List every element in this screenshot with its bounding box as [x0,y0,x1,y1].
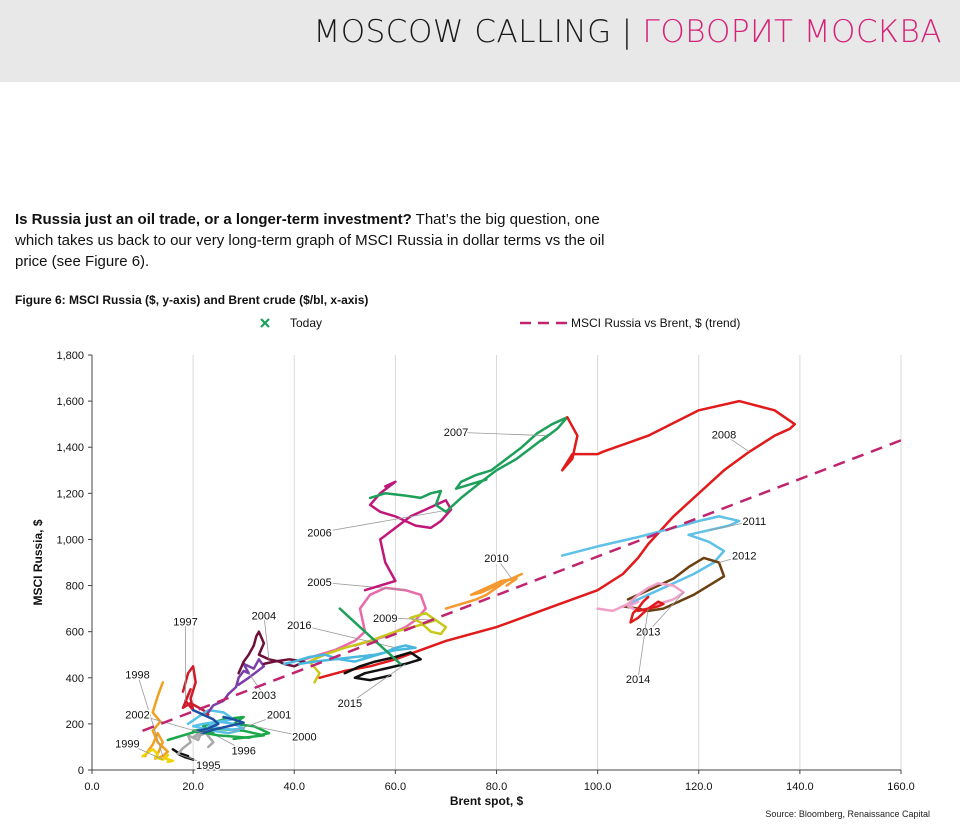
series-line-2015 [343,651,422,682]
y-tick-label: 1,000 [56,534,84,546]
series-leader-2002 [137,714,204,734]
series-label-2015: 2015 [338,698,362,710]
series-line-2006 [363,480,453,592]
series-leader-2004 [263,615,270,660]
series-label-1995: 1995 [196,760,220,772]
y-tick-label: 1,600 [56,396,84,408]
x-tick-label: 40.0 [284,781,305,793]
y-tick-label: 1,400 [56,442,84,454]
series-leader-2012 [718,555,745,563]
series-leader-2000 [253,725,305,737]
series-line-2016 [282,644,417,666]
series-line-2014 [629,595,665,624]
series-line-1997 [181,665,210,716]
series-leader-2013 [647,592,684,632]
series-label-1999: 1999 [115,738,139,750]
series-label-1998: 1998 [125,669,149,681]
series-label-1997: 1997 [173,616,197,628]
series-leader-2007 [456,431,548,437]
legend-trend-label: MSCI Russia vs Brent, $ (trend) [571,316,740,330]
series-leader-2001 [228,714,280,734]
x-tick-label: 60.0 [385,781,406,793]
series-label-2012: 2012 [732,551,756,563]
y-tick-label: 1,800 [56,350,84,362]
series-label-2002: 2002 [125,710,149,722]
series-label-2009: 2009 [373,613,397,625]
series-leader-2005 [319,581,406,591]
series-label-2014: 2014 [626,674,650,686]
intro-paragraph: Is Russia just an oil trade, or a longer… [15,209,635,272]
series-line-1996 [176,727,215,756]
series-leader-2010 [496,557,512,579]
series-label-2010: 2010 [484,553,508,565]
x-tick-label: 140.0 [786,781,814,793]
series-label-2011: 2011 [743,516,767,528]
series-line-2008 [318,399,797,680]
series-line-1999 [141,748,175,764]
legend-today-marker [260,318,270,328]
y-tick-label: 1,200 [56,488,84,500]
series-leader-2014 [637,608,649,679]
x-tick-label: 100.0 [584,781,612,793]
series-leader-2003 [248,672,265,696]
series-label-2005: 2005 [307,577,331,589]
x-tick-label: 160.0 [887,781,915,793]
series-leader-2006 [319,509,452,533]
y-tick-label: 800 [66,581,84,593]
y-axis-label: MSCI Russia, $ [31,519,45,605]
series-line-1998 [143,681,170,760]
series-leader-1998 [137,674,164,757]
series-leader-1999 [127,743,163,760]
series-leader-1995 [177,753,209,766]
series-line-2010 [444,572,524,610]
series-line-2002 [191,708,245,735]
legend-today-label: Today [290,316,322,330]
series-label-2003: 2003 [252,690,276,702]
y-tick-label: 0 [78,765,84,777]
banner-title-ru: ГОВОРИТ МОСКВА [642,14,942,50]
series-label-1996: 1996 [231,745,255,757]
x-axis-label: Brent spot, $ [450,794,524,808]
series-label-2016: 2016 [287,620,311,632]
series-line-2003 [207,658,266,714]
series-label-2013: 2013 [636,627,660,639]
series-label-2006: 2006 [307,528,331,540]
intro-bold: Is Russia just an oil trade, or a longer… [15,211,412,228]
series-leader-2009 [385,617,436,621]
x-tick-label: 80.0 [486,781,507,793]
banner-title-en: MOSCOW CALLING [313,14,612,50]
source-note: Source: Bloomberg, Renaissance Capital [765,809,930,819]
figure-title: Figure 6: MSCI Russia ($, y-axis) and Br… [15,293,369,307]
series-leader-2011 [708,520,755,531]
y-tick-label: 400 [66,673,84,685]
y-tick-label: 200 [66,719,84,731]
series-line-2007 [368,416,569,514]
series-label-2008: 2008 [712,430,736,442]
series-leader-2015 [349,663,406,704]
trend-line [142,439,902,732]
series-label-2004: 2004 [252,611,276,623]
series-label-2007: 2007 [444,427,468,439]
banner-separator: | [621,14,633,50]
series-line-2012 [621,556,726,613]
intro-rest: That’s the big question, one which takes… [15,211,605,270]
header-banner: MOSCOW CALLING | ГОВОРИТ МОСКВА [0,0,960,82]
series-line-today [338,607,402,666]
series-line-2001 [186,708,245,735]
series-label-2001: 2001 [267,710,291,722]
x-tick-label: 0.0 [84,781,99,793]
banner-title: MOSCOW CALLING | ГОВОРИТ МОСКВА [313,14,942,50]
x-tick-label: 120.0 [685,781,713,793]
x-tick-label: 20.0 [182,781,203,793]
series-leader-2008 [723,434,750,453]
series-label-2000: 2000 [292,732,316,744]
y-tick-label: 600 [66,627,84,639]
